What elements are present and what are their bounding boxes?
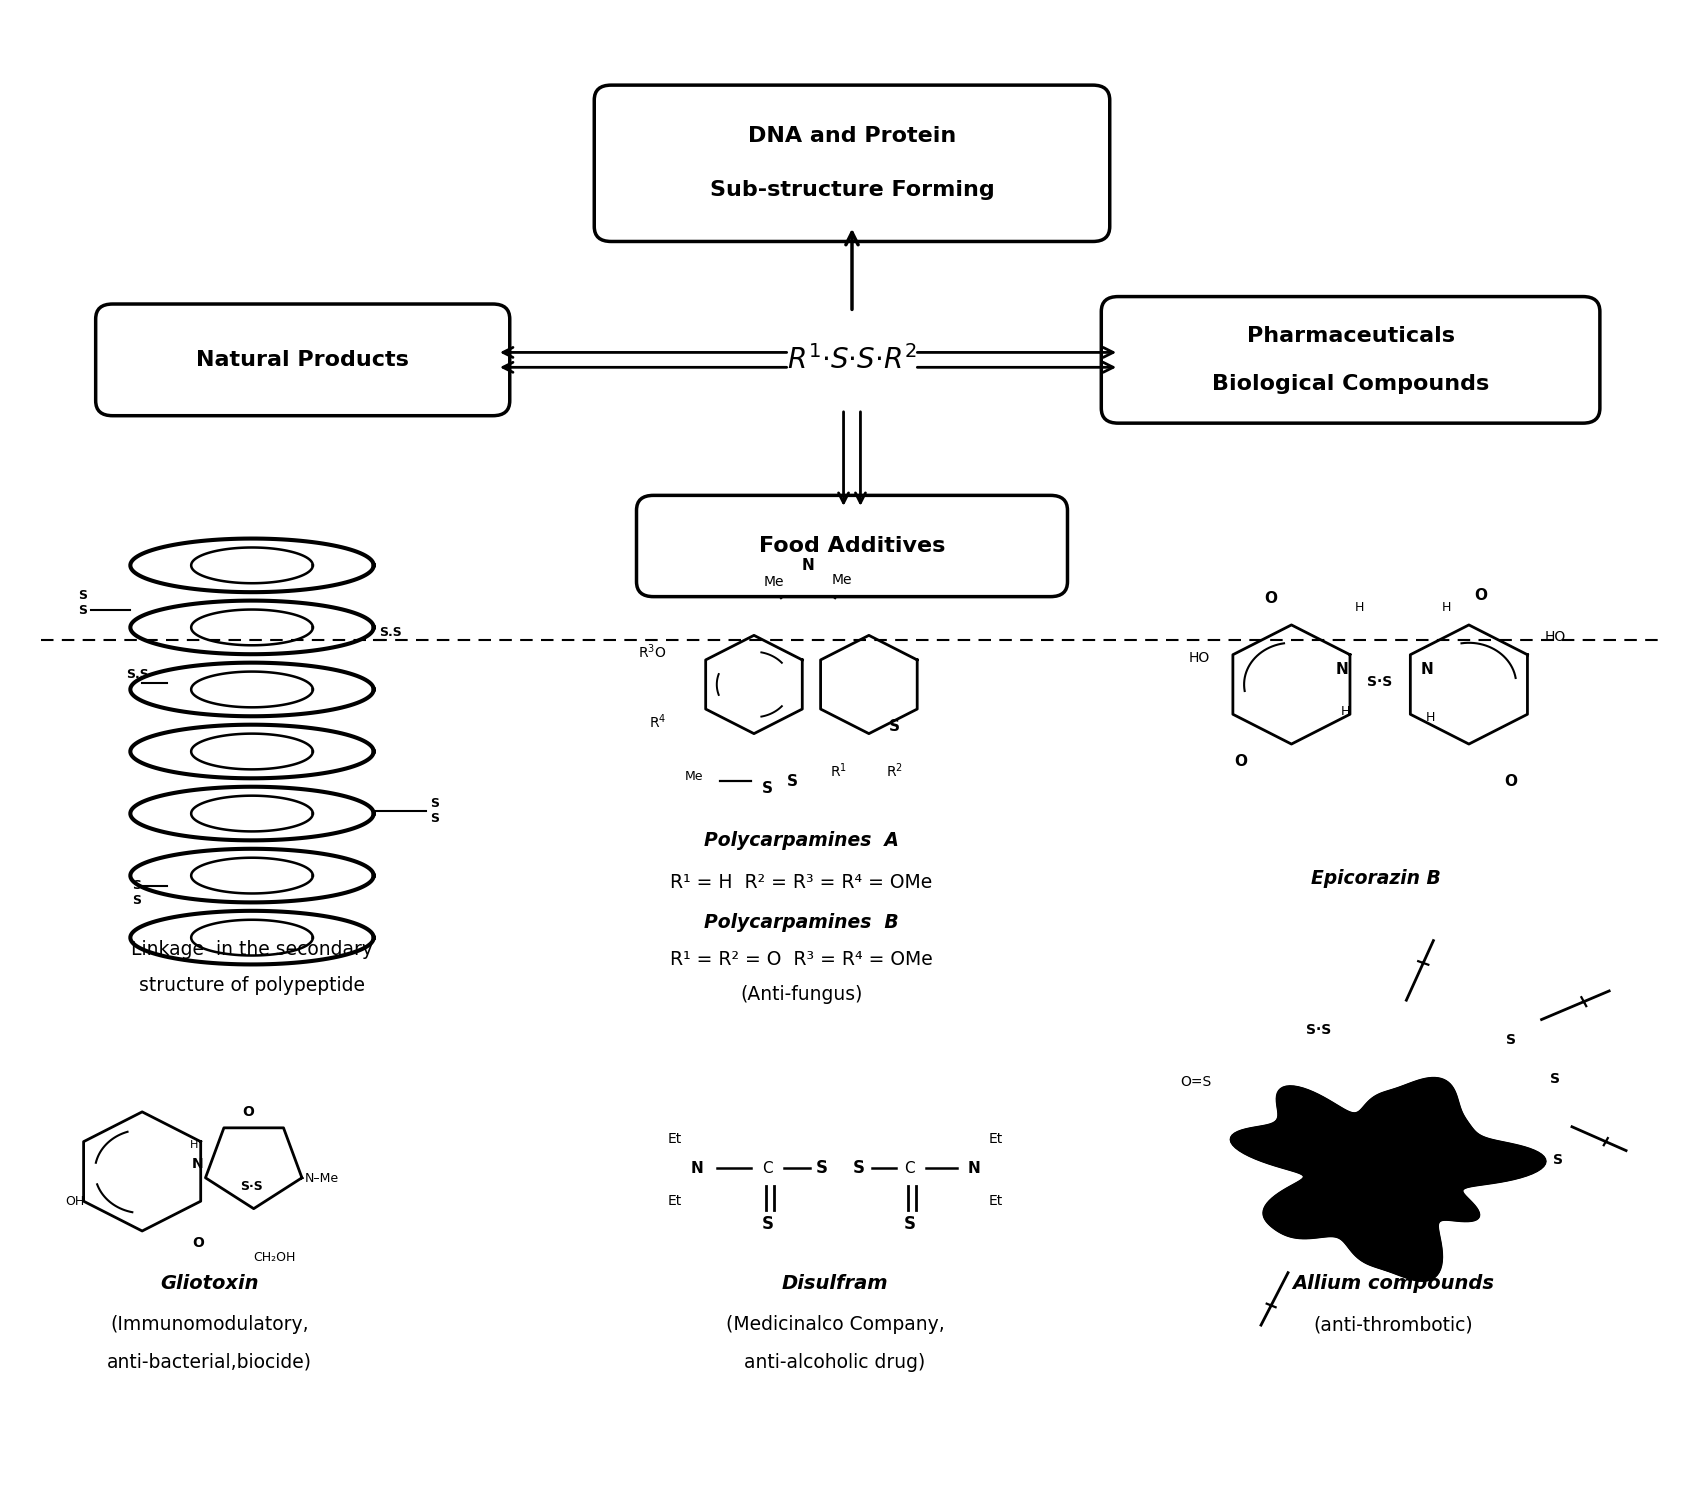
Text: Gliotoxin: Gliotoxin — [160, 1273, 259, 1293]
Text: structure of polypeptide: structure of polypeptide — [140, 975, 365, 995]
Text: H: H — [1355, 601, 1363, 613]
FancyBboxPatch shape — [1101, 296, 1600, 424]
FancyBboxPatch shape — [95, 304, 509, 416]
Text: N: N — [193, 1157, 204, 1171]
Text: Natural Products: Natural Products — [196, 350, 409, 370]
Text: S.S: S.S — [380, 625, 402, 639]
Text: R$^3$O: R$^3$O — [637, 642, 666, 661]
Text: (Immunomodulatory,: (Immunomodulatory, — [111, 1315, 308, 1335]
Text: O: O — [1505, 774, 1518, 789]
Text: N: N — [968, 1160, 980, 1175]
Text: Sub-structure Forming: Sub-structure Forming — [709, 180, 995, 200]
Text: Et: Et — [988, 1132, 1002, 1145]
Text: Polycarpamines  B: Polycarpamines B — [704, 914, 898, 932]
Text: N: N — [1336, 663, 1348, 676]
Text: O: O — [193, 1235, 204, 1250]
Text: H: H — [189, 1139, 198, 1150]
Text: S
S: S S — [133, 879, 141, 906]
FancyBboxPatch shape — [637, 496, 1067, 597]
Text: CH₂OH: CH₂OH — [254, 1252, 296, 1264]
Text: S·S: S·S — [240, 1180, 262, 1193]
Text: H: H — [1341, 705, 1350, 718]
Text: Food Additives: Food Additives — [758, 537, 946, 556]
Text: OH: OH — [65, 1195, 85, 1208]
Text: (Anti-fungus): (Anti-fungus) — [740, 984, 862, 1004]
Text: S: S — [1554, 1153, 1564, 1166]
Polygon shape — [1230, 1078, 1546, 1281]
Text: DNA and Protein: DNA and Protein — [748, 126, 956, 146]
Text: Et: Et — [668, 1132, 682, 1145]
Text: Disulfram: Disulfram — [782, 1273, 888, 1293]
Text: O: O — [242, 1105, 254, 1118]
Text: HO: HO — [1189, 651, 1210, 664]
Text: (anti-thrombotic): (anti-thrombotic) — [1314, 1315, 1472, 1335]
Text: S: S — [787, 774, 799, 789]
Text: R$^4$: R$^4$ — [649, 712, 666, 730]
Text: O: O — [1474, 588, 1488, 603]
Text: C: C — [762, 1160, 774, 1175]
Text: S·S: S·S — [1367, 675, 1392, 688]
Text: S: S — [889, 718, 900, 733]
Text: N: N — [801, 558, 815, 573]
Text: (Medicinalco Company,: (Medicinalco Company, — [726, 1315, 944, 1335]
Text: N: N — [1419, 663, 1433, 676]
Text: S: S — [852, 1159, 864, 1177]
Text: H: H — [1425, 711, 1435, 724]
Text: Polycarpamines  A: Polycarpamines A — [704, 831, 898, 851]
Text: S: S — [903, 1214, 915, 1232]
Text: Epicorazin B: Epicorazin B — [1310, 869, 1442, 888]
Text: $R^{1}{\cdot}S{\cdot}S{\cdot}R^{2}$: $R^{1}{\cdot}S{\cdot}S{\cdot}R^{2}$ — [787, 344, 917, 374]
Text: anti-alcoholic drug): anti-alcoholic drug) — [745, 1353, 925, 1372]
Text: Linkage  in the secondary: Linkage in the secondary — [131, 939, 373, 959]
Text: Et: Et — [668, 1195, 682, 1208]
Text: O: O — [1264, 591, 1278, 606]
Text: S: S — [762, 782, 774, 797]
Text: Me: Me — [832, 573, 852, 588]
Text: Allium compounds: Allium compounds — [1292, 1273, 1494, 1293]
Text: S: S — [1551, 1072, 1561, 1087]
Text: C: C — [905, 1160, 915, 1175]
Text: H: H — [1442, 601, 1452, 613]
Text: Me$_{\,}$: Me$_{\,}$ — [763, 573, 784, 588]
Text: S: S — [1506, 1034, 1517, 1048]
Text: Me: Me — [685, 771, 704, 783]
Text: S
S: S S — [429, 797, 440, 825]
Text: R$^2$: R$^2$ — [886, 762, 903, 780]
FancyBboxPatch shape — [595, 86, 1109, 242]
Text: S.S: S.S — [126, 667, 148, 681]
Text: anti-bacterial,biocide): anti-bacterial,biocide) — [107, 1353, 312, 1372]
Text: R$^1$: R$^1$ — [830, 762, 847, 780]
Text: Pharmaceuticals: Pharmaceuticals — [1247, 326, 1455, 346]
Text: R¹ = H  R² = R³ = R⁴ = OMe: R¹ = H R² = R³ = R⁴ = OMe — [670, 873, 932, 893]
Text: S·S: S·S — [1305, 1024, 1331, 1037]
Text: N–Me: N–Me — [305, 1172, 339, 1186]
Text: O: O — [1234, 755, 1247, 770]
Text: N: N — [690, 1160, 702, 1175]
Text: O=S: O=S — [1181, 1075, 1212, 1090]
Text: S: S — [762, 1214, 774, 1232]
Text: Biological Compounds: Biological Compounds — [1212, 374, 1489, 394]
Text: HO: HO — [1546, 630, 1566, 643]
Text: Et: Et — [988, 1195, 1002, 1208]
Text: S: S — [816, 1159, 828, 1177]
Text: S
S: S S — [78, 589, 87, 616]
Text: R¹ = R² = O  R³ = R⁴ = OMe: R¹ = R² = O R³ = R⁴ = OMe — [670, 950, 932, 969]
